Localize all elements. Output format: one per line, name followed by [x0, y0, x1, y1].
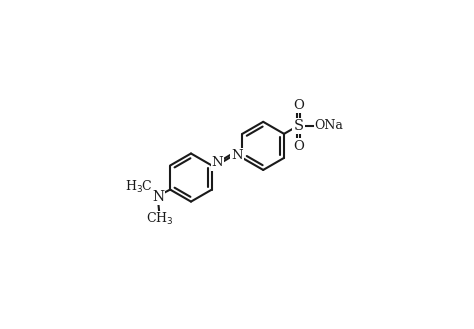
Text: S: S: [293, 119, 303, 133]
Text: N: N: [211, 157, 223, 169]
Text: N: N: [152, 190, 164, 204]
Text: O: O: [293, 99, 304, 112]
Text: N: N: [231, 149, 243, 162]
Text: CH$_3$: CH$_3$: [146, 211, 173, 227]
Text: ONa: ONa: [314, 119, 343, 132]
Text: O: O: [293, 139, 304, 153]
Text: H$_3$C: H$_3$C: [125, 179, 153, 195]
